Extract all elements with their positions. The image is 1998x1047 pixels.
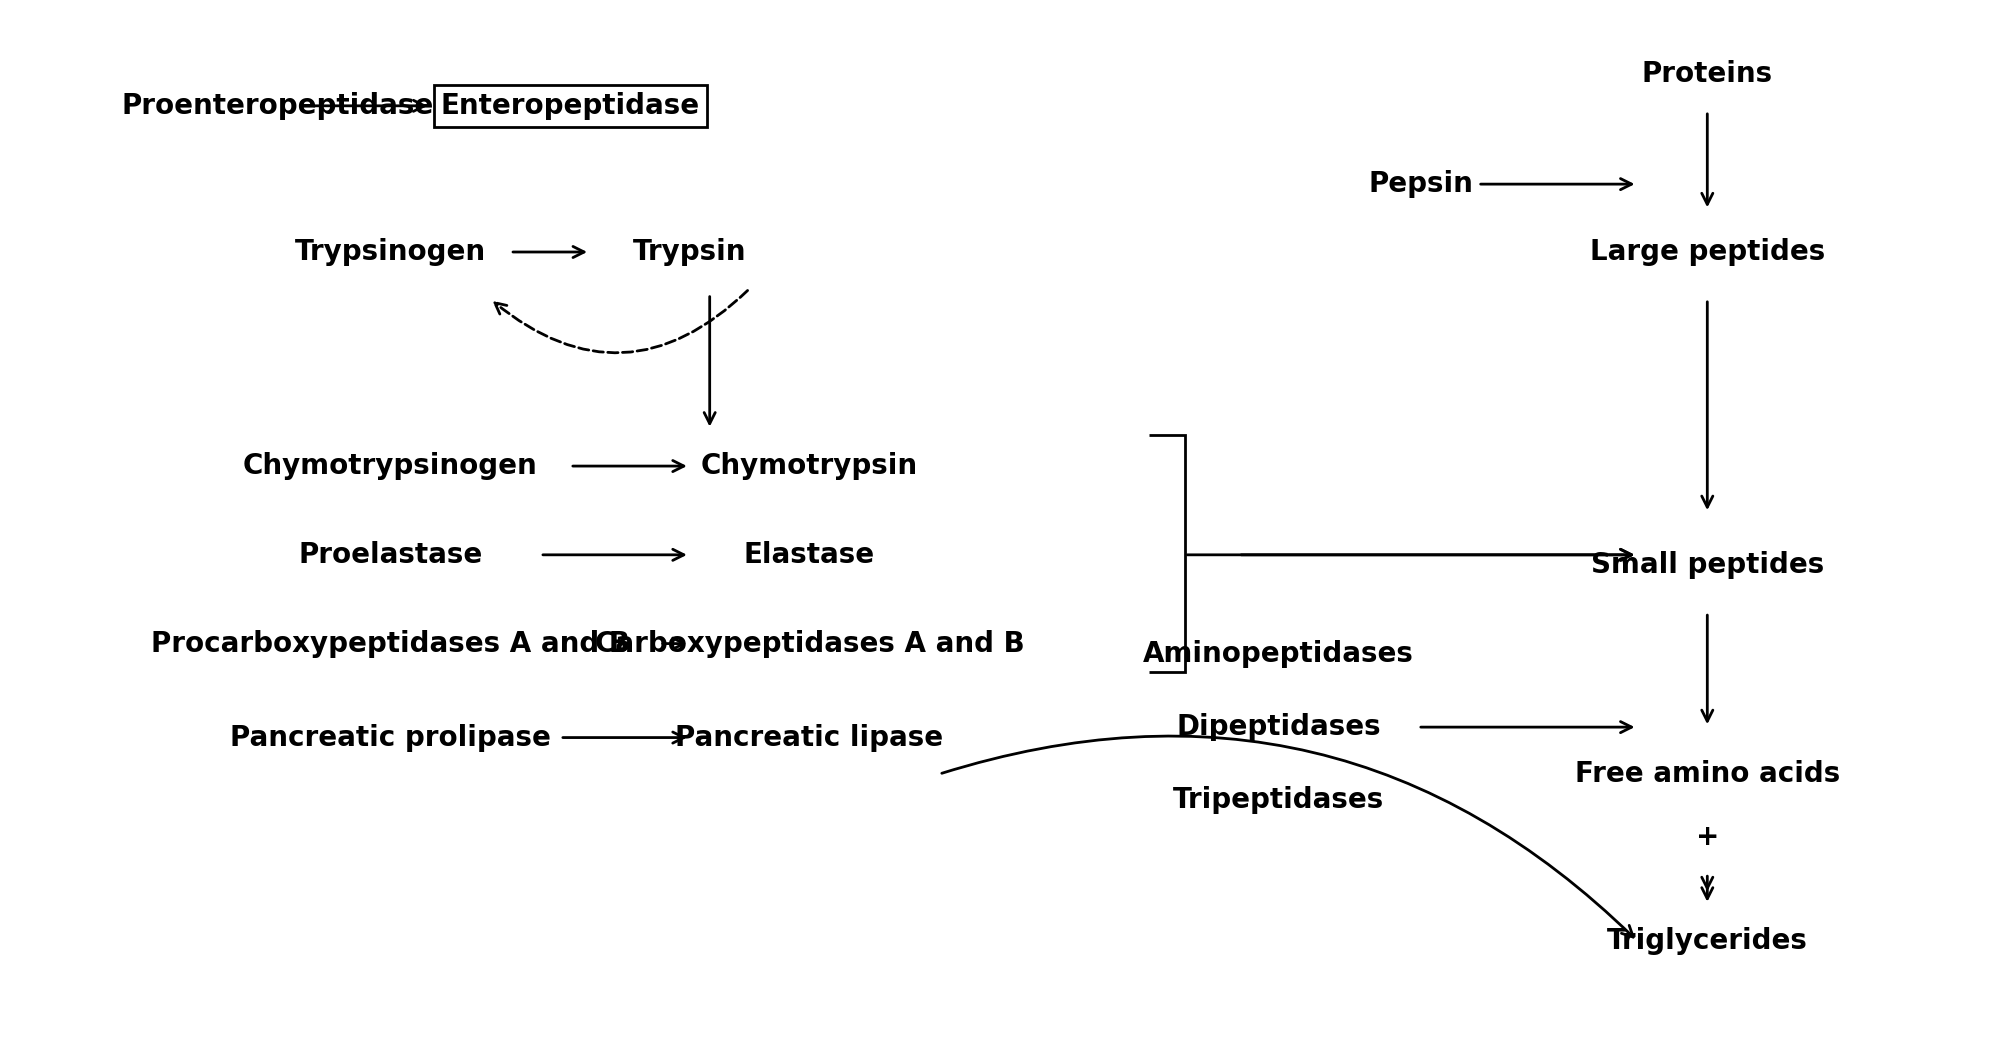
Text: Pancreatic prolipase: Pancreatic prolipase bbox=[230, 723, 551, 752]
Text: Small peptides: Small peptides bbox=[1590, 552, 1824, 579]
Text: Carboxypeptidases A and B: Carboxypeptidases A and B bbox=[595, 629, 1025, 658]
Text: Tripeptidases: Tripeptidases bbox=[1173, 786, 1385, 815]
Text: Chymotrypsin: Chymotrypsin bbox=[701, 452, 917, 481]
Text: Pepsin: Pepsin bbox=[1369, 170, 1473, 198]
Text: Chymotrypsinogen: Chymotrypsinogen bbox=[244, 452, 537, 481]
Text: Dipeptidases: Dipeptidases bbox=[1177, 713, 1381, 741]
Text: Triglycerides: Triglycerides bbox=[1606, 928, 1808, 955]
Text: Large peptides: Large peptides bbox=[1590, 238, 1824, 266]
Text: Pancreatic lipase: Pancreatic lipase bbox=[675, 723, 943, 752]
Text: Trypsin: Trypsin bbox=[633, 238, 747, 266]
Text: Aminopeptidases: Aminopeptidases bbox=[1143, 640, 1415, 668]
Text: Enteropeptidase: Enteropeptidase bbox=[440, 92, 699, 119]
Text: Elastase: Elastase bbox=[743, 541, 875, 569]
Text: Trypsinogen: Trypsinogen bbox=[296, 238, 486, 266]
Text: +: + bbox=[1696, 823, 1718, 851]
Text: Proelastase: Proelastase bbox=[298, 541, 484, 569]
Text: Proteins: Proteins bbox=[1642, 61, 1772, 89]
Text: Proenteropeptidase: Proenteropeptidase bbox=[122, 92, 434, 119]
Text: Procarboxypeptidases A and B: Procarboxypeptidases A and B bbox=[152, 629, 629, 658]
Text: Free amino acids: Free amino acids bbox=[1574, 760, 1840, 788]
